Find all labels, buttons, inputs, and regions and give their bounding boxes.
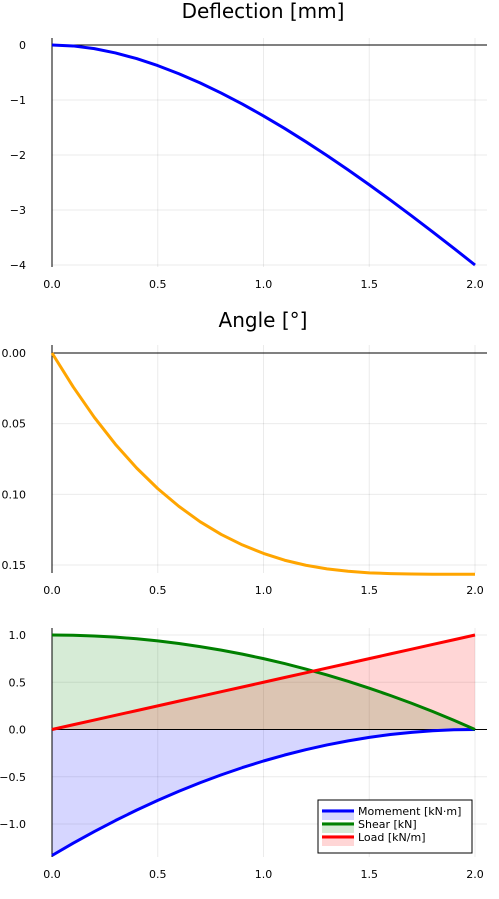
series-line-2 bbox=[51, 633, 476, 731]
legend-box bbox=[317, 799, 473, 854]
y-tick-label: −2 bbox=[10, 149, 26, 162]
moment-shear-load-panel: 0.0 0.5 1.0 1.5 2.0 1.0 0.5 0.0 −0.5 −1.0 Momement… bbox=[0, 628, 487, 881]
y-tick-label: 1.0 bbox=[9, 629, 27, 642]
y-tick-label: −1 bbox=[10, 94, 26, 107]
legend-swatch-fill bbox=[322, 822, 354, 833]
y-tick-label: 0.00 bbox=[2, 347, 27, 360]
series-line-0 bbox=[51, 728, 476, 857]
y-tick-label: −3 bbox=[10, 204, 26, 217]
x-tick-label: 0.5 bbox=[149, 278, 167, 291]
area-fill-0 bbox=[52, 729, 475, 856]
y-tick-label: 0.0 bbox=[9, 724, 27, 737]
x-tick-label: 1.0 bbox=[255, 868, 273, 881]
x-tick-label: 2.0 bbox=[466, 868, 484, 881]
deflection-panel: Deflection [mm] 0.0 0.5 1.0 1.5 2.0 0 −1 −2 −3 −4 bbox=[10, 0, 487, 291]
series-line-0 bbox=[50, 352, 475, 576]
legend-label: Momement [kN·m] bbox=[358, 805, 461, 818]
y-tick-label: −4 bbox=[10, 259, 26, 272]
x-tick-label: 0.0 bbox=[43, 278, 61, 291]
x-tick-label: 0.5 bbox=[149, 584, 167, 597]
deflection-title: Deflection [mm] bbox=[182, 0, 345, 23]
x-tick-label: 2.0 bbox=[466, 278, 484, 291]
x-tick-label: 0.0 bbox=[43, 868, 61, 881]
y-tick-label: 0.5 bbox=[9, 676, 27, 689]
series-line-0 bbox=[51, 43, 476, 267]
y-tick-label: 0.10 bbox=[2, 488, 27, 501]
legend-swatch-fill bbox=[322, 835, 354, 846]
x-tick-label: 1.0 bbox=[255, 584, 273, 597]
x-tick-label: 2.0 bbox=[466, 584, 484, 597]
y-tick-label: 0.15 bbox=[2, 559, 27, 572]
x-tick-label: 1.5 bbox=[361, 584, 379, 597]
y-tick-label: 0.05 bbox=[2, 418, 27, 431]
angle-panel: Angle [°] 0.0 0.5 1.0 1.5 2.0 0.00 0.05 0.10 0.1… bbox=[2, 308, 487, 597]
x-tick-label: 1.5 bbox=[361, 278, 379, 291]
legend-swatch-fill bbox=[322, 809, 354, 820]
legend-label: Shear [kN] bbox=[358, 818, 417, 831]
x-tick-label: 0.0 bbox=[43, 584, 61, 597]
legend-label: Load [kN/m] bbox=[358, 831, 426, 844]
x-tick-label: 1.5 bbox=[361, 868, 379, 881]
y-tick-label: −0.5 bbox=[0, 771, 26, 784]
x-tick-label: 1.0 bbox=[255, 278, 273, 291]
y-tick-label: 0 bbox=[19, 39, 26, 52]
angle-title: Angle [°] bbox=[219, 308, 308, 332]
x-tick-label: 0.5 bbox=[149, 868, 167, 881]
y-tick-label: −1.0 bbox=[0, 818, 26, 831]
series-line-1 bbox=[51, 633, 476, 731]
